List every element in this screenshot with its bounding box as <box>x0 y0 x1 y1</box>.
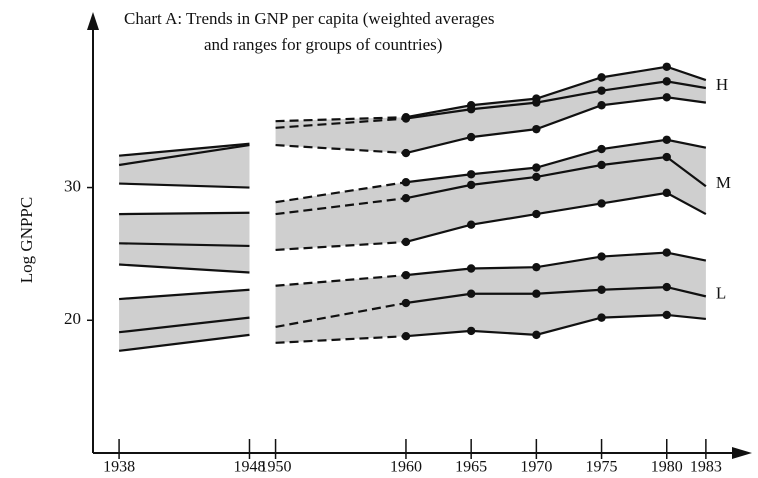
point <box>532 262 541 272</box>
point <box>662 93 671 102</box>
point <box>401 332 411 341</box>
upper-line <box>275 181 407 204</box>
point <box>532 172 541 182</box>
upper-line <box>405 251 707 277</box>
upper-line <box>119 211 250 216</box>
x-axis-arrow <box>732 447 752 459</box>
x-tick-label: 1948 <box>233 459 265 476</box>
point <box>597 101 606 110</box>
point <box>401 193 411 203</box>
average-line <box>119 242 250 248</box>
lower-line <box>275 335 407 344</box>
average-line <box>118 143 250 167</box>
point <box>532 289 541 298</box>
range-band <box>275 252 706 343</box>
point <box>532 330 541 340</box>
point <box>466 180 476 190</box>
point <box>597 86 606 95</box>
point <box>597 199 606 208</box>
point <box>662 77 671 86</box>
y-axis-arrow <box>87 12 99 30</box>
upper-line <box>405 138 707 184</box>
upper-line <box>275 274 407 287</box>
upper-line <box>118 142 250 157</box>
point <box>401 237 411 247</box>
point <box>466 105 476 114</box>
lower-line <box>405 313 706 338</box>
point <box>662 152 671 162</box>
group-label: L <box>716 283 726 302</box>
point <box>662 135 671 144</box>
group-label: H <box>716 75 728 94</box>
point <box>401 270 411 280</box>
x-tick-label: 1938 <box>103 459 135 476</box>
lower-line <box>119 182 250 189</box>
lower-line <box>275 240 407 252</box>
point <box>597 73 606 82</box>
x-tick-label: 1960 <box>390 459 422 476</box>
x-tick-label: 1980 <box>651 459 683 476</box>
range-band <box>119 289 250 351</box>
point <box>401 298 411 308</box>
point <box>466 220 476 229</box>
average-line <box>405 155 707 200</box>
chart-title: and ranges for groups of countries) <box>204 35 442 54</box>
lower-line <box>275 143 407 155</box>
point <box>401 148 411 158</box>
x-tick-label: 1950 <box>260 459 292 476</box>
average-line <box>275 117 407 129</box>
average-line <box>275 301 407 328</box>
point <box>597 160 606 170</box>
upper-line <box>405 65 707 119</box>
point <box>466 170 476 179</box>
range-band <box>119 212 250 273</box>
x-tick-label: 1975 <box>586 459 618 476</box>
lower-line <box>405 96 707 155</box>
point <box>662 188 671 198</box>
x-tick-label: 1970 <box>520 459 552 476</box>
point <box>662 310 671 320</box>
point <box>662 62 671 71</box>
y-tick-label: 30 <box>64 176 81 195</box>
lower-line <box>118 333 250 352</box>
point <box>532 124 541 134</box>
point <box>466 326 476 336</box>
upper-line <box>119 288 250 301</box>
x-tick-label: 1983 <box>690 459 722 476</box>
average-line <box>405 285 707 305</box>
chart-title: Chart A: Trends in GNP per capita (weigh… <box>124 9 494 28</box>
x-tick-label: 1965 <box>455 459 487 476</box>
point <box>401 178 411 187</box>
lower-line <box>119 263 250 274</box>
upper-line <box>275 116 406 123</box>
group-label: M <box>716 173 731 192</box>
point <box>662 248 671 257</box>
point <box>532 209 541 219</box>
point <box>401 114 411 123</box>
point <box>597 313 606 322</box>
y-axis-label: Log GNPPC <box>17 197 36 283</box>
point <box>466 264 476 273</box>
point <box>532 163 541 172</box>
point <box>466 289 476 298</box>
point <box>597 252 606 261</box>
average-line <box>118 316 250 334</box>
average-line <box>405 80 707 120</box>
point <box>597 144 606 154</box>
point <box>597 285 606 294</box>
range-band <box>119 143 250 188</box>
y-tick-label: 20 <box>64 309 81 328</box>
average-line <box>275 197 407 216</box>
point <box>466 132 476 142</box>
point <box>532 98 541 107</box>
point <box>662 282 671 292</box>
lower-line <box>405 191 707 244</box>
